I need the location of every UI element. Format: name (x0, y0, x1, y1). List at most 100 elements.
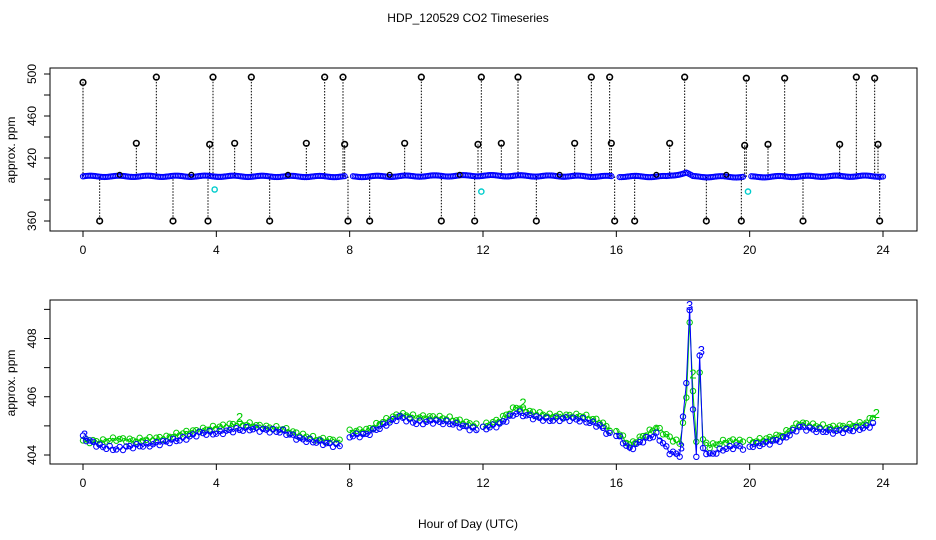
y-tick-label: 460 (25, 106, 39, 126)
series-point (386, 419, 393, 426)
spike-point (681, 73, 689, 81)
spike-point (341, 140, 349, 148)
spike-point (477, 73, 485, 81)
spike-point (401, 139, 409, 147)
spike-point (247, 73, 255, 81)
series-point (863, 419, 870, 426)
series-point (363, 430, 370, 437)
spike-point (209, 73, 217, 81)
y-tick-label: 360 (25, 211, 39, 231)
series-point (653, 424, 660, 432)
spike-point (876, 217, 884, 225)
series-point (129, 444, 137, 452)
series-point (846, 420, 853, 428)
x-tick-label: 8 (346, 476, 353, 490)
series-point (826, 426, 833, 433)
top-plot-axes: 0 4 8 12 16 20 24 360 420 460 500 (25, 64, 890, 257)
y-tick-label: 406 (25, 386, 39, 406)
series-point (806, 424, 813, 431)
top-plot-marks (79, 73, 887, 225)
cyan-point (744, 188, 752, 195)
series-point (856, 418, 863, 426)
series-point (99, 443, 107, 451)
series-point (776, 438, 783, 445)
series-point (826, 423, 833, 431)
series-point (813, 428, 820, 436)
series-point (789, 426, 797, 434)
series-point (766, 441, 773, 448)
series-point (566, 417, 573, 425)
series-point (546, 417, 553, 425)
series-point (779, 433, 787, 441)
series-point (519, 404, 527, 411)
series-point (783, 434, 790, 441)
series-point (839, 429, 847, 437)
series-point (739, 446, 747, 453)
series-point (393, 411, 400, 418)
series-point (703, 450, 710, 458)
series-point (346, 434, 353, 441)
series-point (763, 435, 770, 442)
series-point (613, 432, 620, 440)
series-point (259, 425, 267, 433)
series-point (156, 441, 163, 449)
top-plot-box (49, 67, 918, 232)
series-point (669, 438, 677, 445)
series-point (649, 433, 657, 441)
series-point (439, 420, 447, 428)
series-point (583, 419, 590, 426)
series-point (463, 423, 470, 430)
series-point (306, 435, 313, 442)
series-point (653, 429, 660, 436)
series-point (559, 415, 567, 422)
series-point (126, 435, 133, 442)
series-point (133, 438, 140, 445)
baseline-point (879, 173, 887, 180)
baseline-point (739, 173, 747, 180)
series-point (796, 423, 803, 431)
spike-point (607, 139, 615, 147)
series-point (109, 446, 117, 454)
series-point (453, 419, 460, 427)
series-point (396, 412, 403, 420)
spike-point (344, 217, 352, 225)
cyan-point (478, 188, 485, 195)
series-point (819, 428, 827, 436)
x-tick-label: 16 (610, 476, 624, 490)
series-point (693, 453, 700, 460)
series-point (186, 433, 193, 440)
series-point (103, 438, 110, 445)
x-tick-label: 0 (80, 243, 87, 257)
series-point (119, 435, 127, 442)
series-point (283, 424, 290, 432)
reference-point (653, 171, 660, 178)
series-line (615, 319, 744, 449)
series-point (203, 431, 210, 438)
spike-point (366, 217, 374, 225)
series-point (249, 426, 257, 433)
series-point (573, 416, 580, 423)
series-point (589, 418, 597, 425)
series-point (183, 436, 190, 443)
series-point (393, 417, 400, 425)
reference-point (386, 171, 393, 178)
series-point (583, 411, 590, 419)
series-point (473, 426, 480, 434)
spike-point (497, 139, 505, 147)
series-point (229, 420, 237, 428)
series-point (409, 411, 417, 418)
series-point (173, 437, 180, 445)
series-point (166, 433, 173, 441)
series-point (683, 379, 690, 387)
spike-point (474, 140, 482, 148)
series-point (206, 427, 213, 435)
series-point (313, 439, 320, 446)
bottom-ylabel: approx. ppm (4, 350, 18, 417)
series-point (663, 443, 670, 450)
series-point (686, 306, 693, 314)
series-point (209, 431, 217, 438)
point-label: 2 (236, 410, 243, 425)
series-point (359, 430, 367, 438)
series-point (509, 412, 517, 419)
series-point (429, 420, 437, 427)
